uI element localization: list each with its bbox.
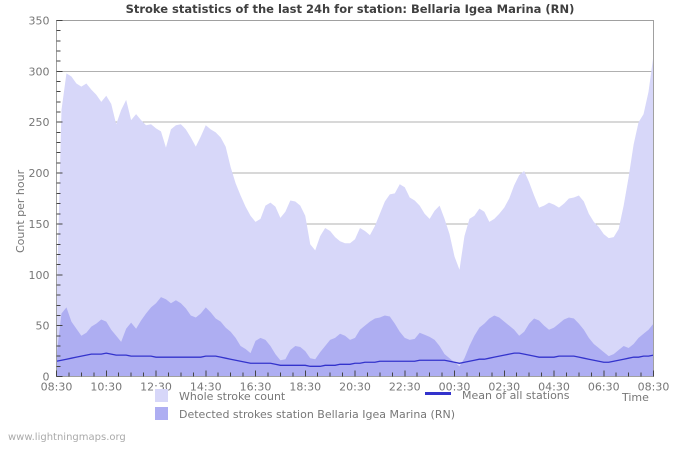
legend-label-whole-stroke-count: Whole stroke count [179, 390, 286, 403]
svg-text:350: 350 [29, 15, 50, 28]
legend-item-detected-strokes-station: Detected strokes station Bellaria Igea M… [155, 407, 455, 421]
svg-text:08:30: 08:30 [41, 381, 73, 394]
svg-text:06:30: 06:30 [588, 381, 620, 394]
credit-text: www.lightningmaps.org [8, 432, 126, 443]
svg-text:04:30: 04:30 [538, 381, 570, 394]
legend-label-detected-strokes-station: Detected strokes station Bellaria Igea M… [179, 408, 455, 421]
chart-title: Stroke statistics of the last 24h for st… [125, 2, 575, 16]
svg-text:10:30: 10:30 [90, 381, 122, 394]
x-axis-label: Time [622, 391, 649, 404]
legend-item-whole-stroke-count: Whole stroke count [155, 389, 285, 403]
svg-text:0: 0 [43, 371, 50, 384]
svg-text:100: 100 [29, 269, 50, 282]
legend-label-mean-of-all-stations: Mean of all stations [462, 389, 570, 402]
svg-text:00:30: 00:30 [439, 381, 471, 394]
svg-text:50: 50 [36, 320, 50, 333]
svg-text:22:30: 22:30 [389, 381, 421, 394]
svg-text:14:30: 14:30 [190, 381, 222, 394]
svg-text:16:30: 16:30 [240, 381, 272, 394]
svg-text:02:30: 02:30 [488, 381, 520, 394]
svg-text:150: 150 [29, 218, 50, 231]
chart-legend: Whole stroke count Detected strokes stat… [0, 389, 700, 429]
svg-text:250: 250 [29, 116, 50, 129]
legend-swatch-detected-strokes-station [155, 407, 168, 420]
legend-swatch-whole-stroke-count [155, 389, 168, 402]
svg-text:20:30: 20:30 [339, 381, 371, 394]
legend-item-mean-of-all-stations: Mean of all stations [425, 389, 570, 402]
svg-text:18:30: 18:30 [289, 381, 321, 394]
svg-text:08:30: 08:30 [638, 381, 670, 394]
svg-text:200: 200 [29, 167, 50, 180]
legend-swatch-mean-of-all-stations [425, 392, 451, 395]
svg-text:300: 300 [29, 65, 50, 78]
